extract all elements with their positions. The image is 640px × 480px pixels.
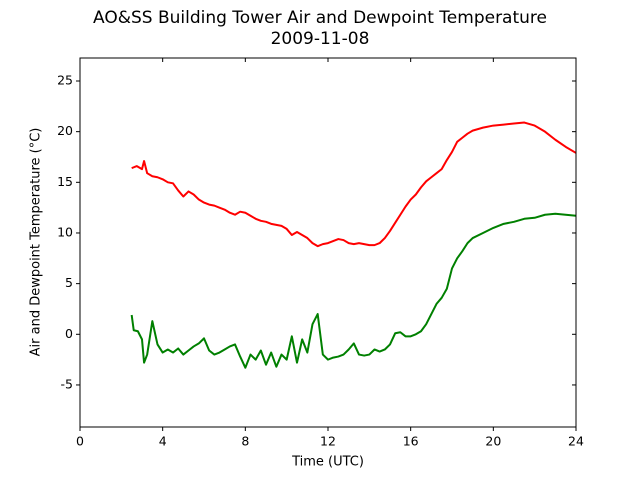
y-tick-label: -5 bbox=[61, 376, 73, 391]
chart-subtitle: 2009-11-08 bbox=[271, 29, 370, 49]
y-tick-label: 15 bbox=[57, 174, 73, 189]
y-tick-label: 25 bbox=[57, 72, 73, 87]
x-tick-label: 8 bbox=[241, 434, 249, 449]
x-tick-label: 4 bbox=[159, 434, 167, 449]
y-tick-label: 5 bbox=[65, 275, 73, 290]
x-tick-label: 16 bbox=[403, 434, 419, 449]
x-tick-label: 12 bbox=[320, 434, 336, 449]
y-tick-label: 0 bbox=[65, 326, 73, 341]
y-tick-label: 20 bbox=[57, 123, 73, 138]
data-line bbox=[131, 121, 577, 248]
x-tick-label: 0 bbox=[76, 434, 84, 449]
x-tick-label: 20 bbox=[485, 434, 501, 449]
plot-frame bbox=[79, 57, 577, 428]
x-axis-label: Time (UTC) bbox=[291, 455, 364, 470]
y-axis-label: Air and Dewpoint Temperature (°C) bbox=[29, 128, 44, 357]
chart-title: AO&SS Building Tower Air and Dewpoint Te… bbox=[93, 8, 547, 28]
data-line bbox=[130, 212, 577, 369]
y-tick-label: 10 bbox=[57, 224, 73, 239]
x-tick-label: 24 bbox=[568, 434, 584, 449]
